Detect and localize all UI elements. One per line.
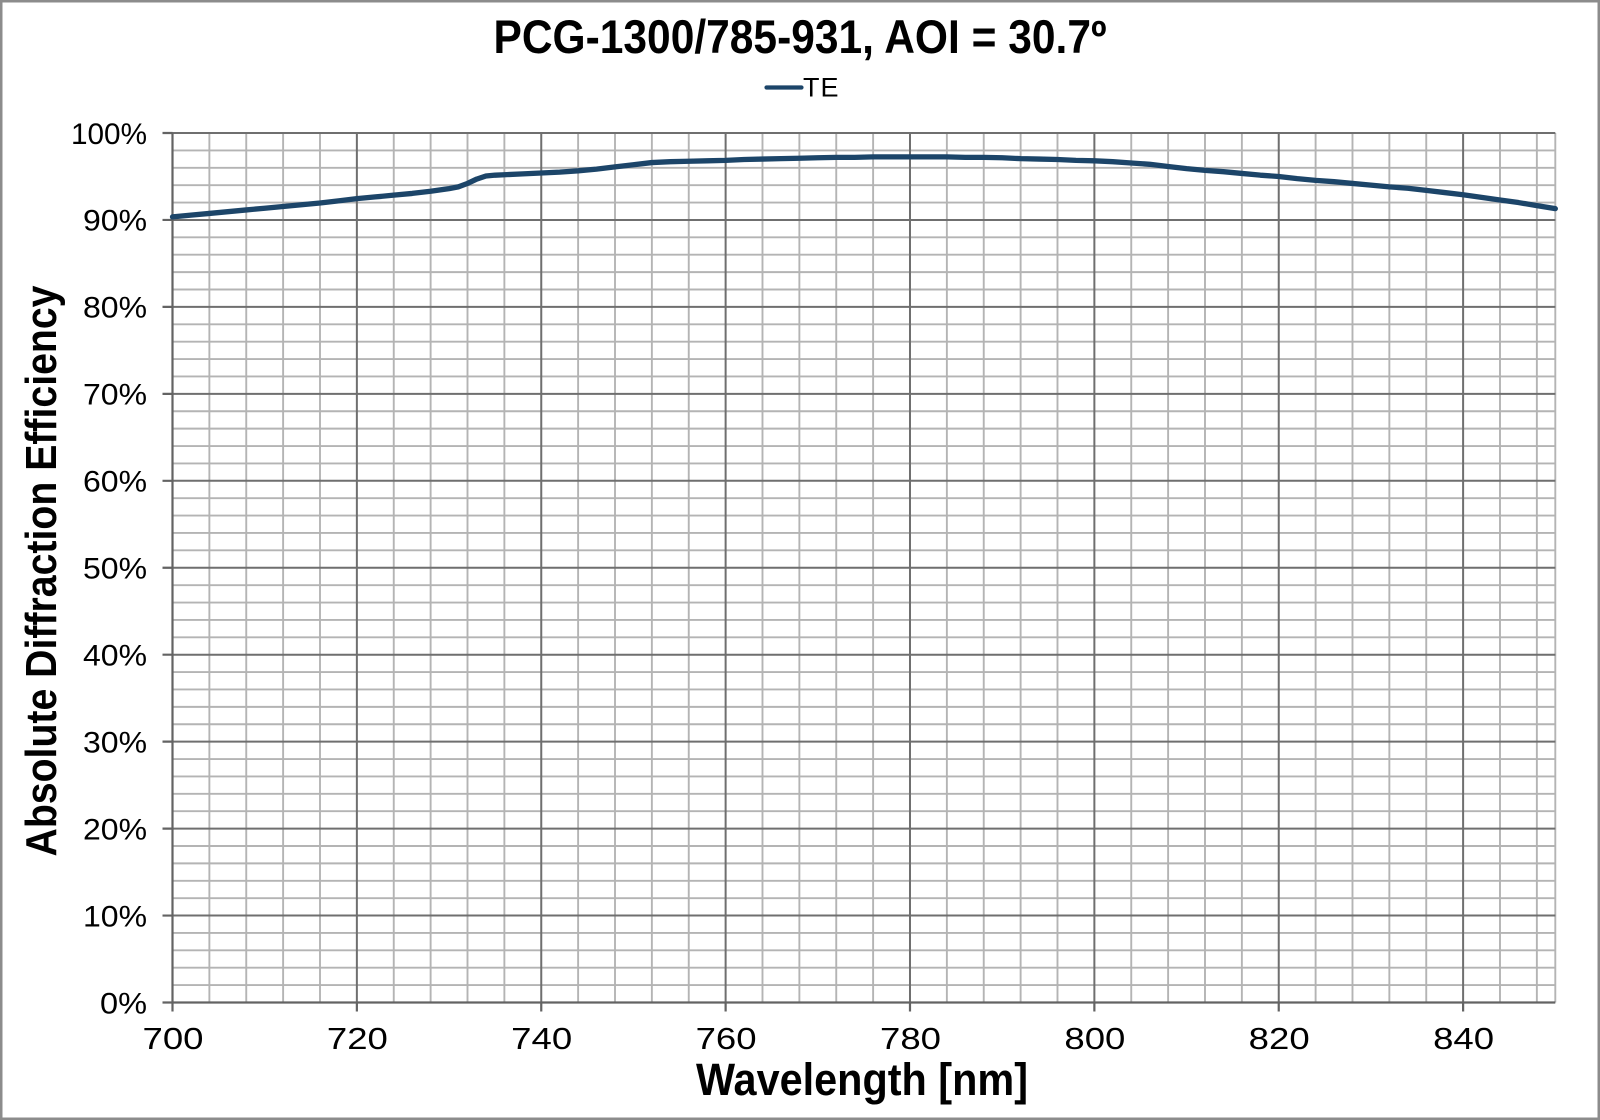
svg-text:100%: 100% bbox=[71, 118, 147, 151]
svg-text:740: 740 bbox=[511, 1021, 572, 1056]
svg-text:40%: 40% bbox=[83, 640, 147, 673]
svg-text:780: 780 bbox=[880, 1021, 941, 1056]
svg-text:720: 720 bbox=[327, 1021, 388, 1056]
svg-text:840: 840 bbox=[1433, 1021, 1494, 1056]
svg-text:50%: 50% bbox=[83, 553, 147, 586]
svg-text:0%: 0% bbox=[100, 987, 147, 1020]
svg-text:Wavelength [nm]: Wavelength [nm] bbox=[696, 1054, 1028, 1105]
svg-text:PCG-1300/785-931, AOI = 30.7º: PCG-1300/785-931, AOI = 30.7º bbox=[494, 10, 1107, 63]
svg-text:820: 820 bbox=[1249, 1021, 1310, 1056]
svg-text:60%: 60% bbox=[83, 466, 147, 499]
svg-text:700: 700 bbox=[143, 1021, 204, 1056]
svg-text:30%: 30% bbox=[83, 726, 147, 759]
svg-text:80%: 80% bbox=[83, 292, 147, 325]
svg-text:20%: 20% bbox=[83, 813, 147, 846]
svg-text:TE: TE bbox=[803, 73, 840, 103]
svg-text:10%: 10% bbox=[83, 900, 147, 933]
svg-text:Absolute Diffraction Efficienc: Absolute Diffraction Efficiency bbox=[17, 285, 66, 856]
svg-text:760: 760 bbox=[696, 1021, 757, 1056]
svg-text:90%: 90% bbox=[83, 205, 147, 238]
svg-text:70%: 70% bbox=[83, 379, 147, 412]
svg-text:800: 800 bbox=[1064, 1021, 1125, 1056]
